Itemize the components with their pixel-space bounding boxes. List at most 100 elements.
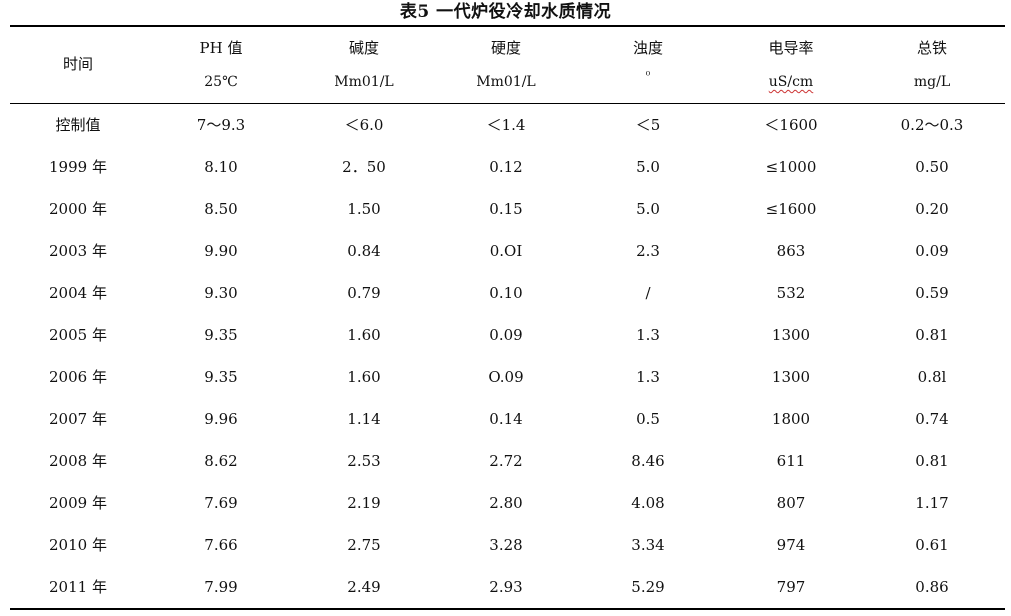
cell-alkalinity: 0.79 [347,284,381,302]
bottom-rule [10,608,1005,610]
cell-time: 2003 年 [49,242,107,260]
cell-time: 2009 年 [49,494,107,512]
cell-conductivity: 974 [776,536,806,554]
cell-ph: 9.35 [204,368,238,386]
cell-turbidity: 1.3 [636,368,660,386]
table-row: 2004 年 9.30 0.79 0.10 / 532 0.59 [0,272,1011,314]
cell-hardness: 0.14 [489,410,523,428]
cell-iron: 0.50 [915,158,949,176]
cell-time: 2006 年 [49,368,107,386]
header-conductivity-unit-text: uS/cm [768,74,814,90]
cell-turbidity: 5.0 [636,158,660,176]
cell-alkalinity: 2.49 [347,578,381,596]
cell-hardness: 0.10 [489,284,523,302]
cell-alkalinity: 2.53 [347,452,381,470]
cell-conductivity: 1300 [771,368,811,386]
cell-ph: 9.35 [204,326,238,344]
cell-conductivity: 863 [776,242,806,260]
cell-time: 2005 年 [49,326,107,344]
cell-alkalinity: 1.60 [347,368,381,386]
cell-alkalinity: 2.75 [347,536,381,554]
table-title: 表5 一代炉役冷却水质情况 [399,2,612,22]
header-ph-label: PH 值 [199,39,243,57]
cell-iron: 0.59 [915,284,949,302]
top-rule [10,25,1005,27]
cell-conductivity: 1800 [771,410,811,428]
cell-iron: 0.2～0.3 [900,116,964,134]
cell-turbidity: 8.46 [631,452,665,470]
cell-hardness: 2.72 [489,452,523,470]
cell-time: 1999 年 [49,158,107,176]
header-rule [10,103,1005,104]
cell-conductivity: ＜1600 [764,116,818,134]
cell-time: 2004 年 [49,284,107,302]
cell-time: 2008 年 [49,452,107,470]
cell-iron: 1.17 [915,494,949,512]
table-row: 2011 年 7.99 2.49 2.93 5.29 797 0.86 [0,566,1011,608]
cell-time: 2011 年 [49,578,107,596]
cell-conductivity: 611 [776,452,806,470]
cell-conductivity: ≤1000 [765,158,817,176]
table-row: 2009 年 7.69 2.19 2.80 4.08 807 1.17 [0,482,1011,524]
cell-time: 2010 年 [49,536,107,554]
cell-hardness: 2.93 [489,578,523,596]
cell-hardness: ＜1.4 [486,116,526,134]
cell-turbidity: 3.34 [631,536,665,554]
table-row: 1999 年 8.10 2．50 0.12 5.0 ≤1000 0.50 [0,146,1011,188]
table-row: 控制值 7～9.3 ＜6.0 ＜1.4 ＜5 ＜1600 0.2～0.3 [0,104,1011,146]
cell-hardness: O.09 [488,368,524,386]
header-turbidity-label: 浊度 [632,39,663,57]
cell-alkalinity: 2.19 [347,494,381,512]
cell-turbidity: 0.5 [636,410,660,428]
cell-ph: 9.30 [204,284,238,302]
header-hardness-label: 硬度 [490,39,521,57]
cell-iron: 0.74 [915,410,949,428]
cell-ph: 7.66 [204,536,238,554]
header-hardness-unit: Mm01/L [476,74,536,90]
cell-iron: 0.61 [915,536,949,554]
header-conductivity-label: 电导率 [768,39,814,57]
header-time: 时间 [62,55,93,73]
table-row: 2006 年 9.35 1.60 O.09 1.3 1300 0.8l [0,356,1011,398]
cell-iron: 0.81 [915,326,949,344]
cell-hardness: 0.OI [489,242,523,260]
table-row: 2005 年 9.35 1.60 0.09 1.3 1300 0.81 [0,314,1011,356]
cell-ph: 7.99 [204,578,238,596]
cell-iron: 0.8l [917,368,947,386]
cell-conductivity: 532 [776,284,806,302]
header-alkalinity-label: 碱度 [348,39,379,57]
table-row: 2010 年 7.66 2.75 3.28 3.34 974 0.61 [0,524,1011,566]
cell-ph: 8.62 [204,452,238,470]
cell-hardness: 0.09 [489,326,523,344]
table-row: 2003 年 9.90 0.84 0.OI 2.3 863 0.09 [0,230,1011,272]
cell-turbidity: 2.3 [636,242,660,260]
cell-hardness: 3.28 [489,536,523,554]
cell-conductivity: ≤1600 [765,200,817,218]
cell-alkalinity: 1.60 [347,326,381,344]
cell-conductivity: 807 [776,494,806,512]
cell-iron: 0.09 [915,242,949,260]
cell-hardness: 0.15 [489,200,523,218]
cell-alkalinity: 1.14 [347,410,381,428]
cell-conductivity: 797 [776,578,806,596]
cell-turbidity: 5.29 [631,578,665,596]
cell-turbidity: 5.0 [636,200,660,218]
cell-alkalinity: 0.84 [347,242,381,260]
header-alkalinity-unit: Mm01/L [334,74,394,90]
cell-iron: 0.86 [915,578,949,596]
cell-conductivity: 1300 [771,326,811,344]
header-ph-unit: 25℃ [204,74,238,90]
cell-ph: 7～9.3 [196,116,246,134]
cell-time: 控制值 [55,116,101,134]
table-row: 2008 年 8.62 2.53 2.72 8.46 611 0.81 [0,440,1011,482]
header-conductivity-unit: uS/cm [741,72,841,92]
cell-turbidity: 1.3 [636,326,660,344]
cell-alkalinity: 1.50 [347,200,381,218]
cell-time: 2000 年 [49,200,107,218]
cell-ph: 8.10 [204,158,238,176]
cell-hardness: 2.80 [489,494,523,512]
cell-iron: 0.20 [915,200,949,218]
cell-turbidity: / [645,284,651,302]
cell-alkalinity: 2．50 [342,158,386,176]
cell-turbidity: 4.08 [631,494,665,512]
